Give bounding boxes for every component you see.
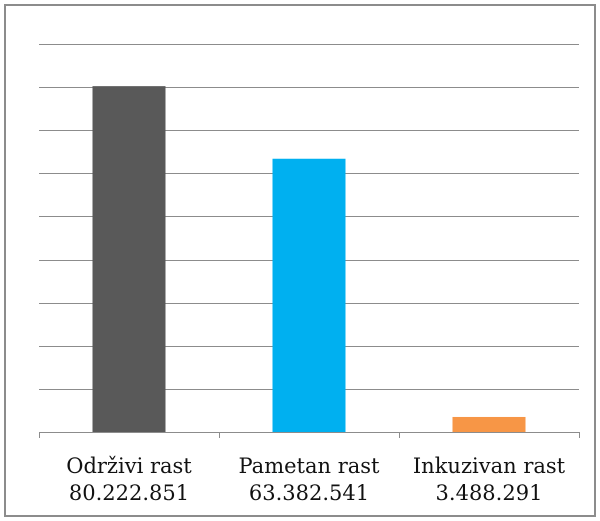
- category-labels: Održivi rast 80.222.851 Pametan rast 63.382…: [66, 454, 565, 505]
- value-label: 80.222.851: [69, 481, 189, 505]
- bars: [92, 86, 526, 432]
- bar-1: [92, 86, 166, 432]
- bar-2: [272, 158, 346, 432]
- value-label: 3.488.291: [436, 481, 543, 505]
- category-label: Održivi rast: [66, 454, 192, 478]
- x-axis-ticks: [39, 432, 580, 438]
- category-label: Pametan rast: [239, 454, 381, 478]
- bar-3: [452, 416, 526, 432]
- category-label: Inkuzivan rast: [413, 454, 566, 478]
- chart-frame: Održivi rast 80.222.851 Pametan rast 63.382…: [4, 4, 596, 517]
- value-label: 63.382.541: [249, 481, 369, 505]
- bar-chart: Održivi rast 80.222.851 Pametan rast 63.382…: [39, 44, 580, 505]
